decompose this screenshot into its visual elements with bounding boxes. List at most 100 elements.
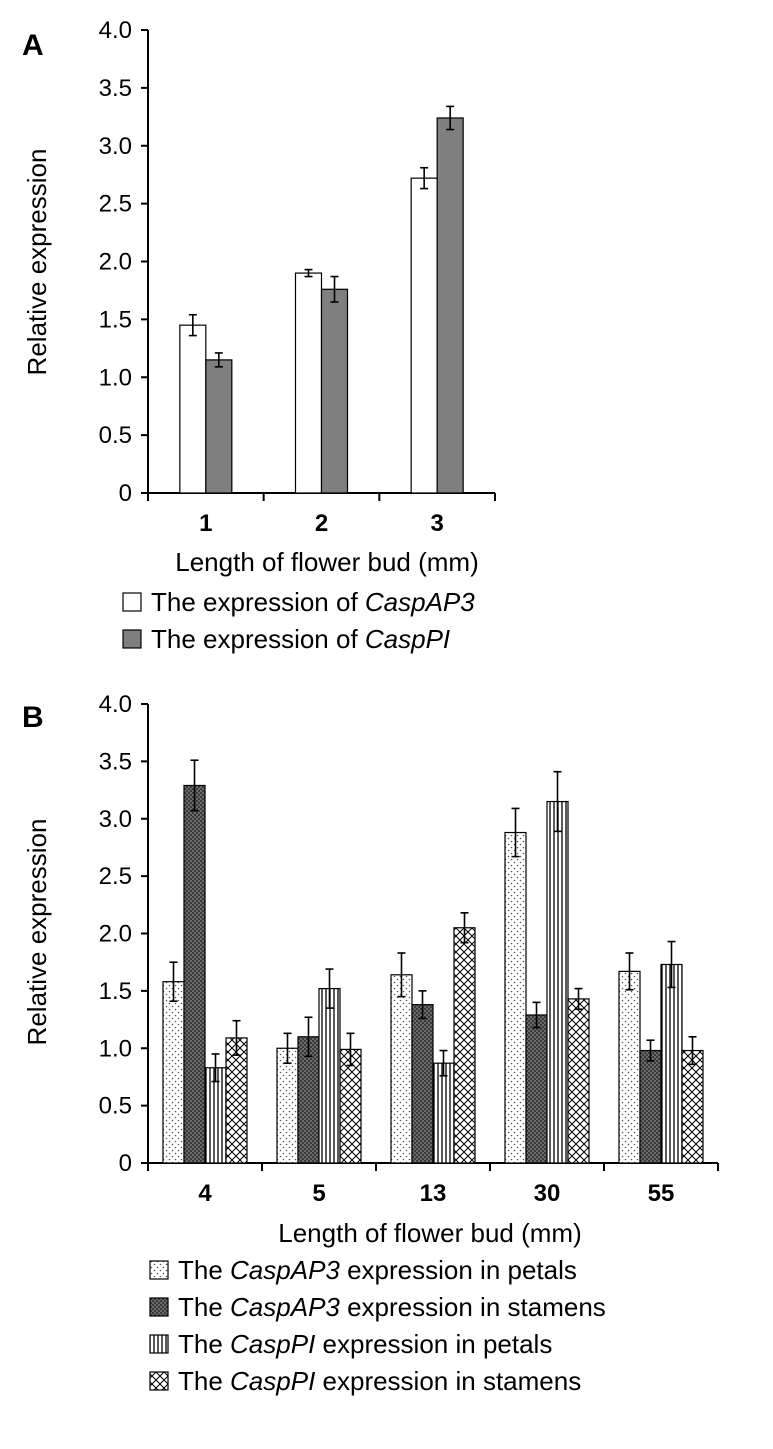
- error-bar: [304, 268, 313, 278]
- y-tick-label: 1.5: [99, 978, 132, 1005]
- error-bar: [420, 166, 429, 190]
- y-tick-label: 0.5: [99, 422, 132, 449]
- panel-a: A Relative expression 0 0.5 1.0 1.5 2.0 2.5 3.…: [22, 17, 496, 654]
- error-bar: [214, 352, 223, 368]
- x-tick-label: 3: [430, 510, 443, 537]
- y-tick-label: 3.0: [99, 133, 132, 160]
- error-bar: [304, 1016, 313, 1058]
- y-tick-label: 2.0: [99, 921, 132, 948]
- x-tick-label: 2: [315, 510, 328, 537]
- y-tick-label: 4.0: [99, 17, 132, 44]
- bar: [681, 1049, 704, 1164]
- legend-item: The CaspPI expression in stamens: [149, 1366, 581, 1396]
- legend-item: The expression of CaspPI: [122, 624, 450, 654]
- y-tick-label: 2.5: [99, 191, 132, 218]
- error-bar: [460, 912, 469, 944]
- plot-area: 0 0.5 1.0 1.5 2.0 2.5 3.0 3.5 4.0 1 2 3: [99, 17, 496, 537]
- legend-swatch: [149, 1334, 169, 1354]
- bar: [436, 117, 464, 494]
- x-tick-label: 55: [648, 1180, 675, 1207]
- legend-label: The expression of CaspPI: [151, 624, 450, 654]
- bar: [339, 1048, 362, 1164]
- bar: [546, 800, 569, 1164]
- bar: [390, 974, 413, 1164]
- y-tick-label: 4.0: [99, 691, 132, 718]
- bar: [162, 981, 185, 1164]
- error-bar: [325, 968, 334, 1009]
- legend-item: The CaspPI expression in petals: [149, 1329, 552, 1359]
- error-bar: [211, 1053, 220, 1083]
- bar: [179, 324, 207, 494]
- legend: The CaspAP3 expression in petals The Casp…: [149, 1255, 606, 1396]
- bar: [276, 1047, 299, 1164]
- error-bar: [511, 807, 520, 858]
- error-bar: [283, 1032, 292, 1064]
- legend-label: The CaspAP3 expression in stamens: [178, 1292, 606, 1322]
- error-bar: [418, 990, 427, 1020]
- error-bar: [397, 952, 406, 998]
- y-tick-label: 3.0: [99, 806, 132, 833]
- bar: [225, 1037, 248, 1164]
- y-tick-label: 2.5: [99, 863, 132, 890]
- bar: [320, 288, 349, 494]
- y-tick-label: 0.5: [99, 1093, 132, 1120]
- panel-b: B Relative expression 0 0.5 1.0 1.5 2.0 2.5 3.…: [22, 691, 719, 1396]
- legend-swatch: [122, 592, 142, 612]
- bar: [567, 998, 590, 1164]
- error-bar: [667, 940, 676, 989]
- legend-item: The CaspAP3 expression in petals: [149, 1255, 577, 1285]
- error-bar: [190, 759, 199, 812]
- legend-swatch: [149, 1297, 169, 1317]
- y-tick-label: 2.0: [99, 249, 132, 276]
- error-bar: [688, 1035, 697, 1066]
- x-axis-title: Length of flower bud (mm): [175, 547, 478, 577]
- bar: [504, 831, 527, 1164]
- plot-area: 0 0.5 1.0 1.5 2.0 2.5 3.0 3.5 4.0 4 5 13 30 55: [99, 691, 719, 1207]
- legend-label: The CaspPI expression in petals: [178, 1329, 552, 1359]
- x-tick-label: 30: [534, 1180, 561, 1207]
- error-bar: [553, 770, 562, 833]
- error-bar: [169, 961, 178, 1003]
- y-tick-label: 3.5: [99, 75, 132, 102]
- y-axis-title: Relative expression: [22, 149, 52, 376]
- error-bar: [574, 987, 583, 1011]
- error-bar: [439, 1049, 448, 1077]
- legend-swatch: [149, 1260, 169, 1280]
- x-tick-label: 5: [312, 1180, 325, 1207]
- panel-label: A: [22, 29, 44, 62]
- legend-item: The expression of CaspAP3: [122, 587, 475, 617]
- legend-label: The expression of CaspAP3: [151, 587, 475, 617]
- bar: [618, 970, 641, 1164]
- error-bar: [188, 313, 197, 337]
- error-bar: [646, 1039, 655, 1062]
- y-tick-label: 3.5: [99, 748, 132, 775]
- error-bar: [625, 952, 634, 991]
- legend-label: The CaspPI expression in stamens: [178, 1366, 581, 1396]
- legend-swatch: [122, 629, 142, 649]
- x-tick-label: 13: [420, 1180, 447, 1207]
- y-tick-label: 0: [119, 480, 132, 507]
- panel-label: B: [22, 701, 44, 734]
- y-axis-title: Relative expression: [22, 819, 52, 1046]
- bar: [411, 1004, 434, 1164]
- y-tick-label: 1.0: [99, 1035, 132, 1062]
- y-tick-label: 1.5: [99, 306, 132, 333]
- legend-label: The CaspAP3 expression in petals: [178, 1255, 577, 1285]
- x-axis-title: Length of flower bud (mm): [278, 1218, 581, 1248]
- bar: [410, 177, 438, 494]
- bar: [525, 1014, 548, 1164]
- bar: [318, 987, 341, 1164]
- x-tick-label: 4: [198, 1180, 212, 1207]
- y-tick-label: 1.0: [99, 364, 132, 391]
- bar: [432, 1062, 455, 1164]
- error-bar: [232, 1019, 241, 1056]
- legend: The expression of CaspAP3 The expression …: [122, 587, 475, 654]
- y-tick-label: 0: [119, 1150, 132, 1177]
- error-bar: [330, 275, 339, 303]
- bar: [639, 1049, 662, 1164]
- bar: [453, 927, 476, 1164]
- bar: [660, 963, 683, 1164]
- bar: [183, 784, 206, 1164]
- error-bar: [346, 1032, 355, 1067]
